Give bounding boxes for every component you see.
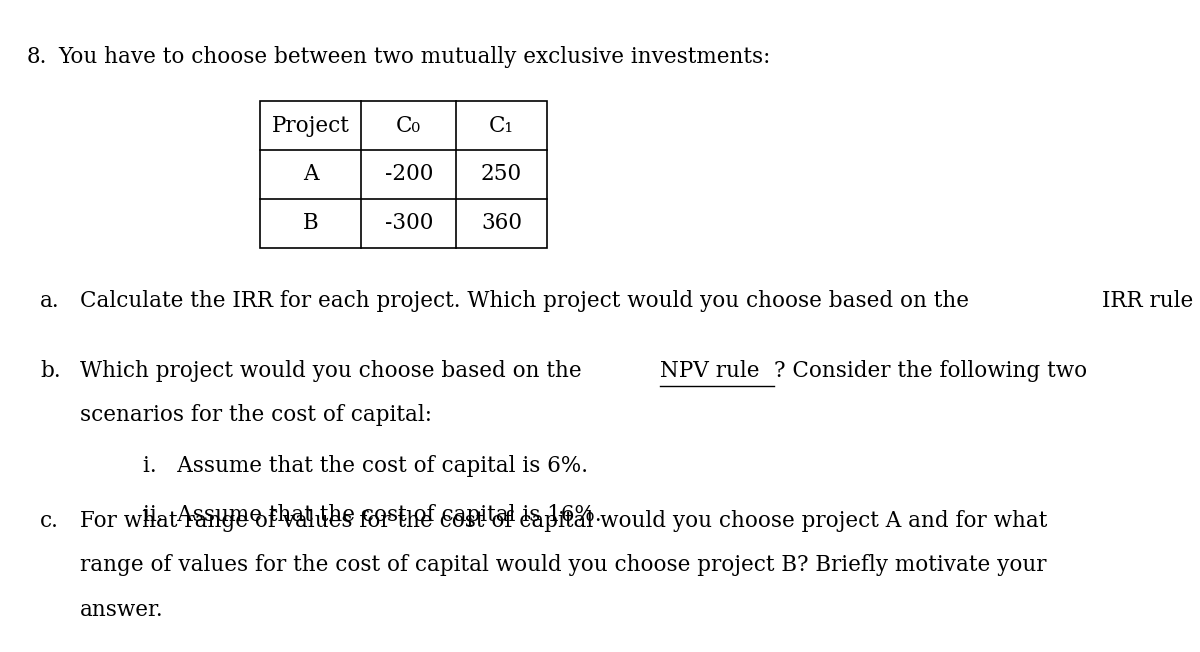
Text: You have to choose between two mutually exclusive investments:: You have to choose between two mutually … [59, 46, 770, 68]
Text: a.: a. [41, 290, 60, 312]
Text: C₀: C₀ [396, 115, 421, 136]
Text: answer.: answer. [79, 599, 163, 621]
Text: scenarios for the cost of capital:: scenarios for the cost of capital: [79, 404, 432, 426]
Text: range of values for the cost of capital would you choose project B? Briefly moti: range of values for the cost of capital … [79, 554, 1046, 576]
Text: 8.: 8. [26, 46, 47, 68]
Text: C₁: C₁ [490, 115, 514, 136]
Text: B: B [302, 213, 318, 234]
Text: ii.  Assume that the cost of capital is 16%.: ii. Assume that the cost of capital is 1… [143, 504, 602, 526]
Text: ? Consider the following two: ? Consider the following two [774, 360, 1087, 382]
Bar [260, 101, 547, 248]
Text: c.: c. [41, 510, 59, 532]
Text: b.: b. [41, 360, 61, 382]
Text: A: A [302, 164, 318, 185]
Text: 360: 360 [481, 213, 522, 234]
Text: 250: 250 [481, 164, 522, 185]
Text: -200: -200 [384, 164, 433, 185]
Text: i.   Assume that the cost of capital is 6%.: i. Assume that the cost of capital is 6%… [143, 455, 588, 477]
Text: Calculate the IRR for each project. Which project would you choose based on the: Calculate the IRR for each project. Whic… [79, 290, 976, 312]
Text: Project: Project [271, 115, 349, 136]
Text: For what range of values for the cost of capital would you choose project A and : For what range of values for the cost of… [79, 510, 1046, 532]
Text: NPV rule: NPV rule [660, 360, 760, 382]
Text: -300: -300 [384, 213, 433, 234]
Text: IRR rule: IRR rule [1103, 290, 1194, 312]
Text: Which project would you choose based on the: Which project would you choose based on … [79, 360, 588, 382]
